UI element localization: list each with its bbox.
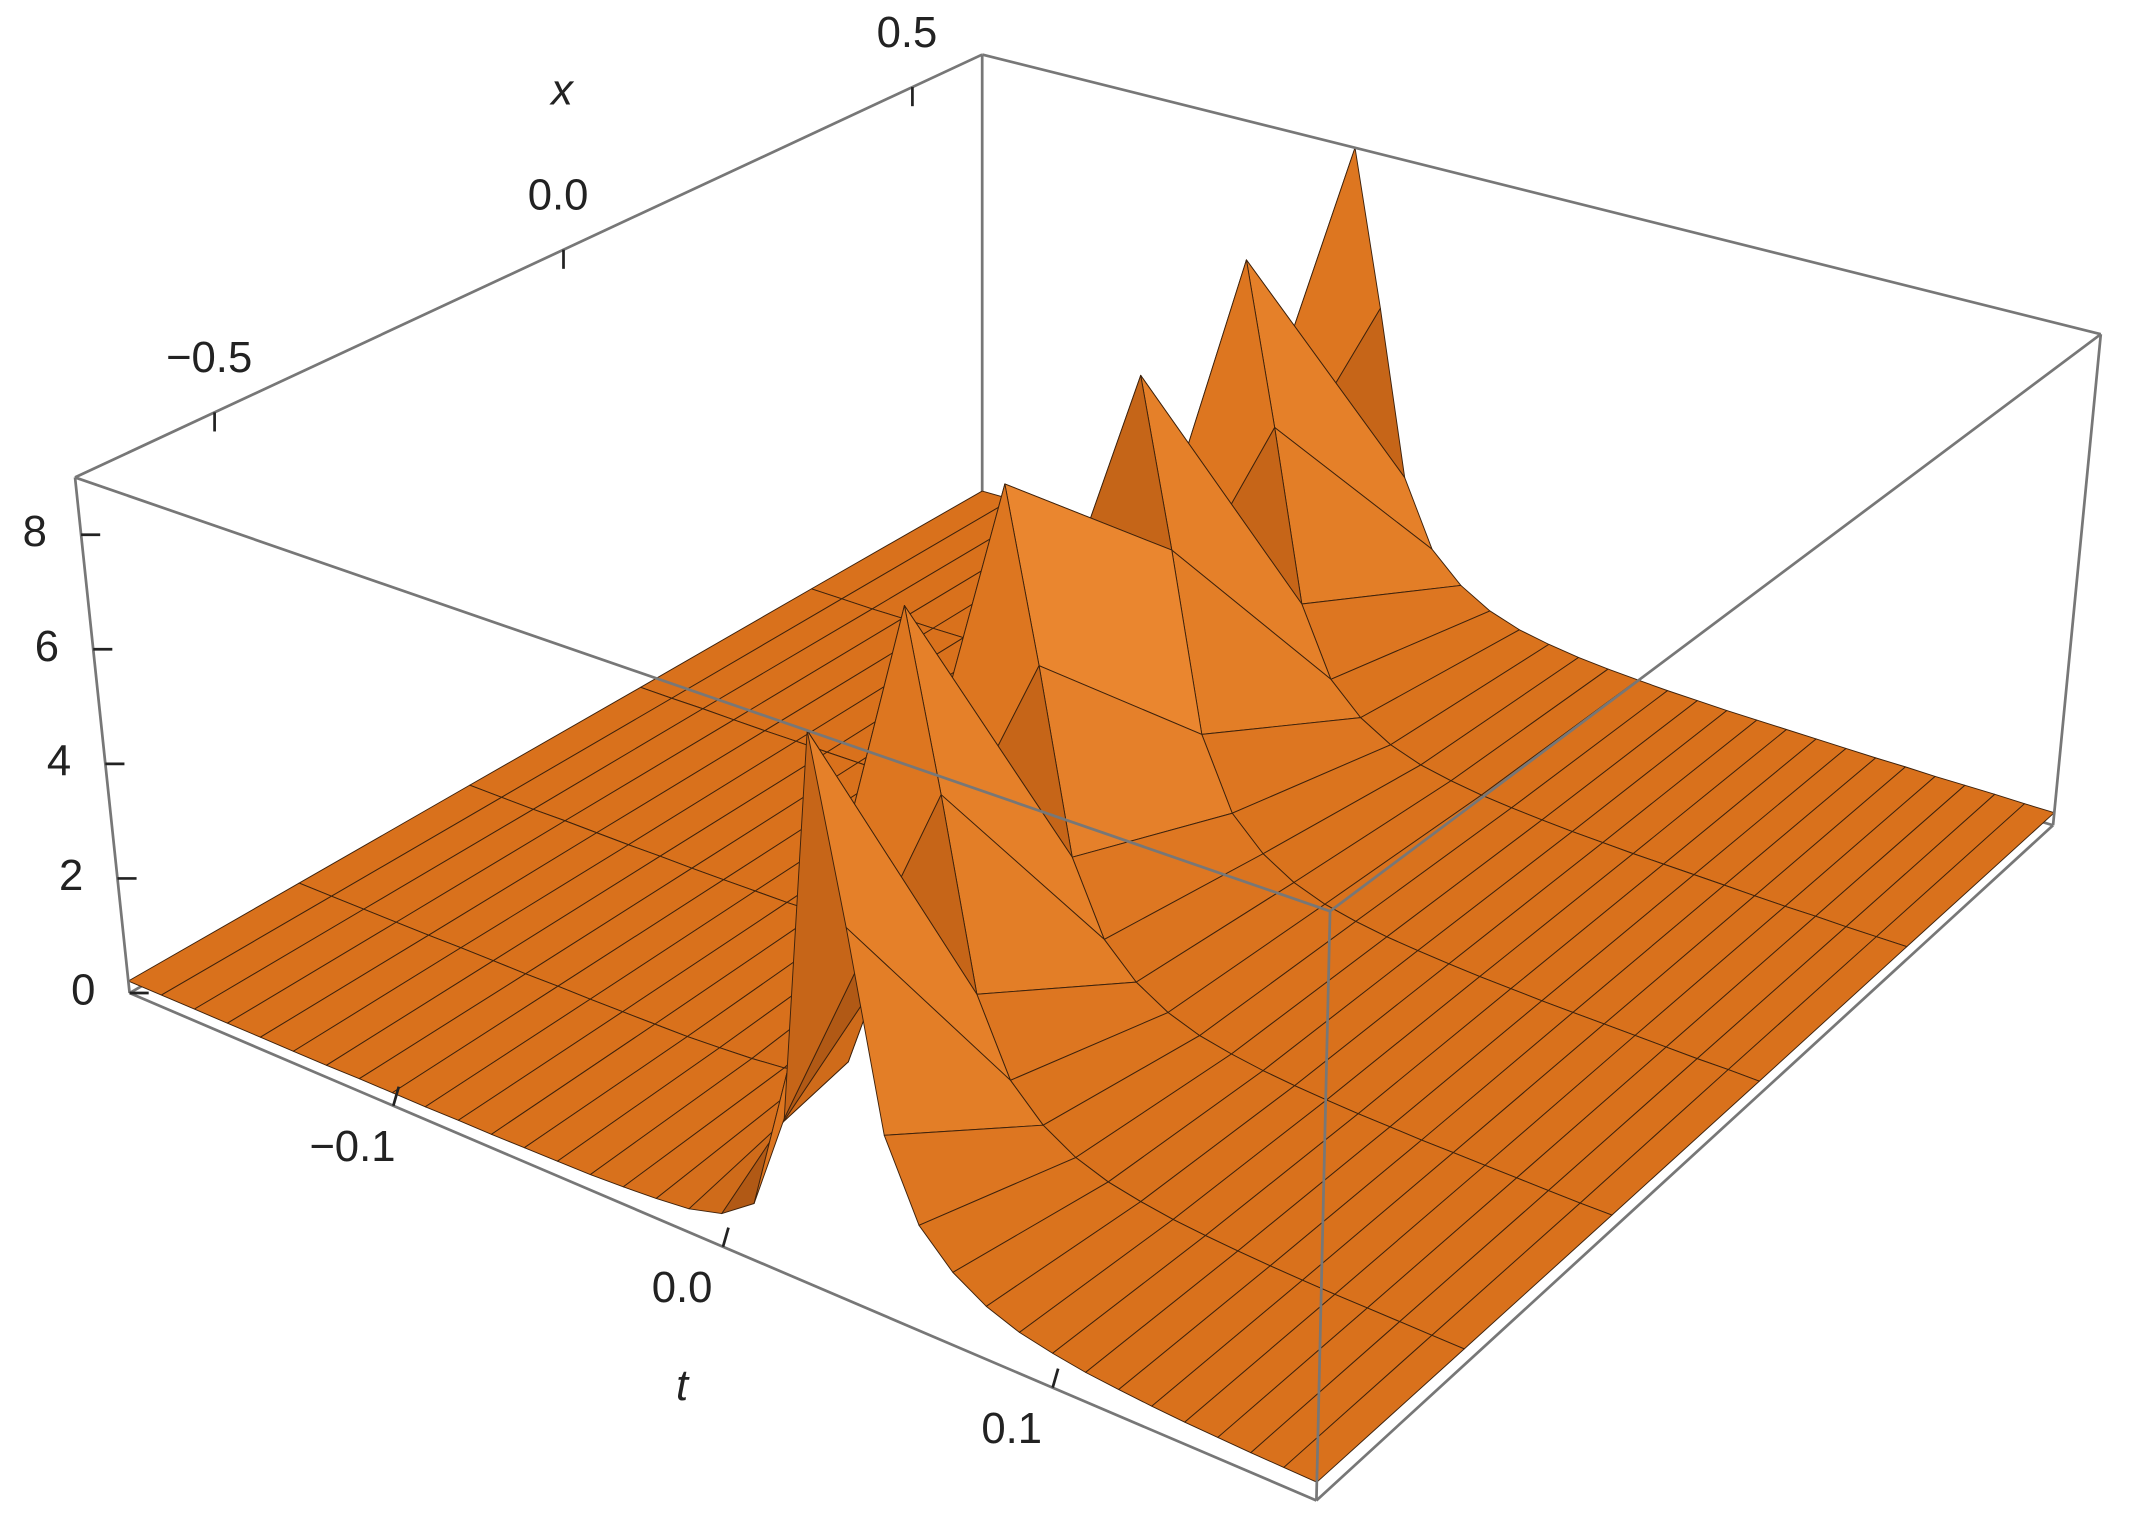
t-axis-title: t [676, 1361, 690, 1410]
surface-patch [1283, 1334, 1465, 1483]
box-front [73, 53, 2103, 1502]
box-edge [74, 476, 1331, 913]
x-tick-label: −0.5 [166, 333, 252, 382]
z-tick-label: 0 [71, 966, 95, 1015]
box-edge [2051, 334, 2103, 826]
box-edge [74, 53, 983, 479]
x-axis-title: x [549, 65, 575, 114]
labels: x t 0 2 4 6 8 −0.1 0.0 0.1 −0.5 0.0 0.5 [23, 8, 1043, 1453]
t-tick [721, 1227, 730, 1248]
box-edge [981, 53, 2102, 336]
z-tick-label: 6 [35, 622, 59, 671]
box-edge [1315, 911, 1332, 1501]
z-tick-label: 4 [47, 736, 71, 785]
box-edge [1329, 333, 2102, 913]
x-tick-label: 0.0 [528, 170, 589, 219]
x-tick-label: 0.5 [877, 8, 938, 57]
t-tick-label: −0.1 [309, 1122, 395, 1171]
t-tick-label: 0.0 [652, 1263, 713, 1312]
z-tick-label: 2 [59, 851, 83, 900]
box-edge [1315, 824, 2054, 1502]
box-edge [73, 477, 131, 994]
t-tick-label: 0.1 [981, 1404, 1042, 1453]
surface [127, 147, 2055, 1483]
t-tick [1051, 1368, 1060, 1389]
z-tick-label: 8 [23, 507, 47, 556]
t-tick [392, 1086, 401, 1107]
